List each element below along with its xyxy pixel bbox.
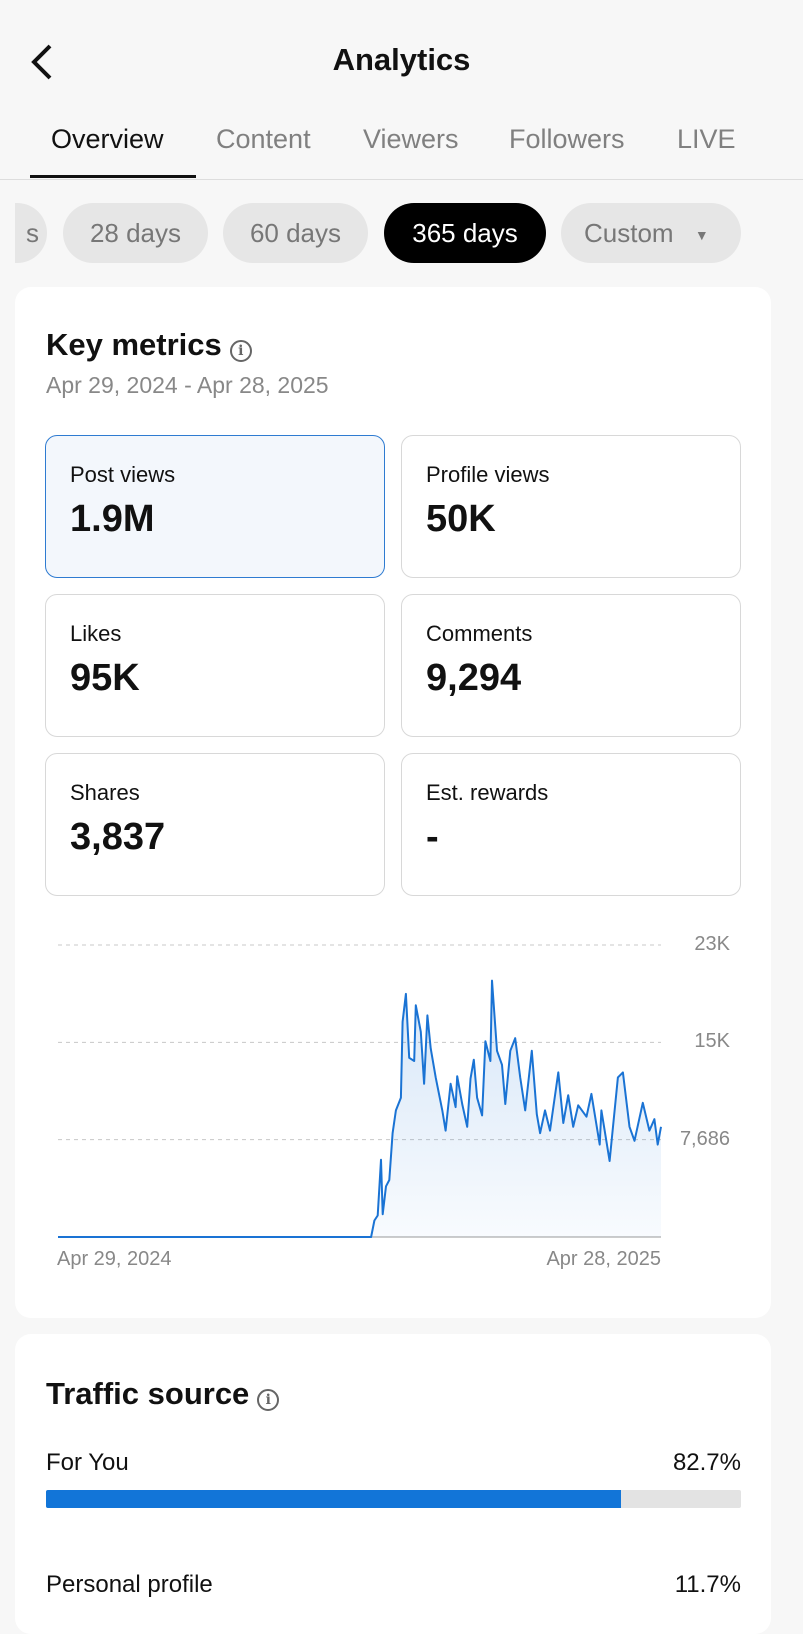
info-icon[interactable]: i: [257, 1388, 280, 1411]
back-button[interactable]: [28, 42, 58, 82]
metric-profile-views[interactable]: Profile views 50K: [401, 435, 741, 578]
metric-est-rewards[interactable]: Est. rewards -: [401, 753, 741, 896]
top-bar: Analytics Overview Content Viewers Follo…: [0, 0, 803, 180]
traffic-value: 11.7%: [674, 1571, 741, 1598]
chip-7-days[interactable]: s: [15, 203, 47, 263]
metric-value: 9,294: [426, 657, 522, 699]
chip-custom[interactable]: Custom ▼: [561, 203, 741, 263]
y-tick-label: 15K: [694, 1030, 730, 1053]
metric-label: Post views: [70, 462, 176, 487]
tab-content[interactable]: Content: [216, 124, 311, 154]
chip-365-days[interactable]: 365 days: [384, 203, 546, 263]
chip-60-days[interactable]: 60 days: [223, 203, 368, 263]
key-metrics-card: Key metrics i Apr 29, 2024 - Apr 28, 2025…: [15, 287, 771, 1318]
series-area: [58, 980, 661, 1237]
traffic-label: Personal profile: [46, 1571, 213, 1598]
chip-custom-label: Custom: [584, 218, 674, 248]
traffic-bar: [46, 1490, 741, 1508]
metric-label: Likes: [70, 621, 122, 646]
page-title: Analytics: [332, 42, 471, 77]
chevron-left-icon: [31, 44, 52, 80]
tab-viewers[interactable]: Viewers: [363, 124, 459, 154]
x-end-label: Apr 28, 2025: [546, 1248, 661, 1270]
active-tab-indicator: [30, 175, 196, 178]
metric-label: Comments: [426, 621, 533, 646]
metric-post-views[interactable]: Post views 1.9M: [45, 435, 385, 578]
metric-shares[interactable]: Shares 3,837: [45, 753, 385, 896]
traffic-label: For You: [46, 1449, 129, 1476]
metric-label: Profile views: [426, 462, 550, 487]
traffic-source-card: Traffic source i For You 82.7% Personal p…: [15, 1334, 771, 1634]
x-start-label: Apr 29, 2024: [57, 1248, 172, 1270]
key-metrics-heading: Key metrics i: [46, 327, 252, 363]
metric-value: 3,837: [70, 816, 166, 858]
series-line: [58, 979, 662, 1238]
metric-label: Shares: [70, 780, 140, 805]
metric-label: Est. rewards: [426, 780, 549, 805]
info-icon[interactable]: i: [229, 339, 252, 362]
y-tick-label: 7,686: [679, 1127, 730, 1150]
chip-28-days[interactable]: 28 days: [63, 203, 208, 263]
post-views-chart[interactable]: [15, 917, 771, 1257]
date-range: Apr 29, 2024 - Apr 28, 2025: [46, 372, 329, 398]
traffic-source-title: Traffic source: [46, 1376, 250, 1411]
tab-live[interactable]: LIVE: [677, 124, 736, 154]
caret-down-icon: ▼: [694, 227, 709, 243]
metric-value: 1.9M: [70, 498, 155, 540]
metric-value: -: [426, 816, 439, 858]
tab-overview[interactable]: Overview: [51, 124, 164, 154]
tab-followers[interactable]: Followers: [509, 124, 625, 154]
y-tick-label: 23K: [694, 933, 730, 955]
traffic-value: 82.7%: [672, 1449, 741, 1476]
traffic-source-heading: Traffic source i: [46, 1376, 280, 1412]
traffic-bar-fill: [46, 1490, 621, 1508]
metric-comments[interactable]: Comments 9,294: [401, 594, 741, 737]
metric-value: 95K: [70, 657, 140, 699]
metric-value: 50K: [426, 498, 496, 540]
metric-likes[interactable]: Likes 95K: [45, 594, 385, 737]
key-metrics-title: Key metrics: [46, 327, 222, 362]
